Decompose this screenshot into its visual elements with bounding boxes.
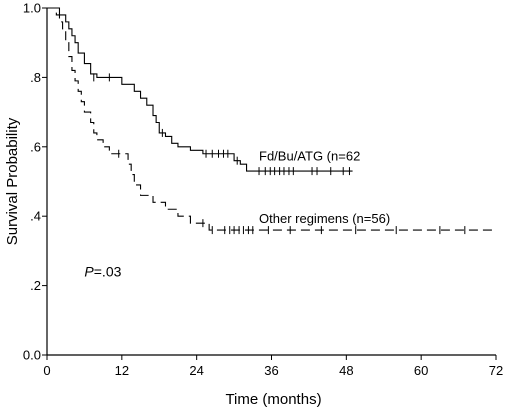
censor-marks xyxy=(93,73,466,235)
series-layer xyxy=(47,7,496,231)
y-tick-label: .6 xyxy=(30,139,41,154)
y-tick-label: .2 xyxy=(30,278,41,293)
series-label-fd-bu-atg: Fd/Bu/ATG (n=62 xyxy=(259,148,360,163)
p-value-text: =.03 xyxy=(94,264,122,280)
y-tick-label: 1.0 xyxy=(23,1,41,16)
x-tick-label: 36 xyxy=(264,363,278,378)
y-tick-label: .4 xyxy=(30,209,41,224)
y-axis-title: Survival Probability xyxy=(4,117,21,245)
x-axis-title: Time (months) xyxy=(225,391,321,408)
p-value-symbol: P xyxy=(84,264,94,280)
p-value-annotation: P=.03 xyxy=(84,264,121,280)
x-tick-label: 0 xyxy=(43,363,50,378)
x-tick-label: 24 xyxy=(189,363,203,378)
x-tick-label: 72 xyxy=(489,363,503,378)
y-tick-label: 0.0 xyxy=(23,348,41,363)
x-tick-label: 60 xyxy=(414,363,428,378)
series-line-1 xyxy=(47,7,496,231)
tick-labels: 0 12 24 36 48 60 72 0.0 .2 .4 .6 .8 1.0 xyxy=(23,1,503,379)
axes xyxy=(46,8,496,356)
x-tick-label: 12 xyxy=(115,363,129,378)
series-line-0 xyxy=(47,7,353,172)
y-tick-label: .8 xyxy=(30,70,41,85)
x-tick-label: 48 xyxy=(339,363,353,378)
tick-marks xyxy=(42,7,497,360)
series-label-other-regimens: Other regimens (n=56) xyxy=(259,211,390,226)
